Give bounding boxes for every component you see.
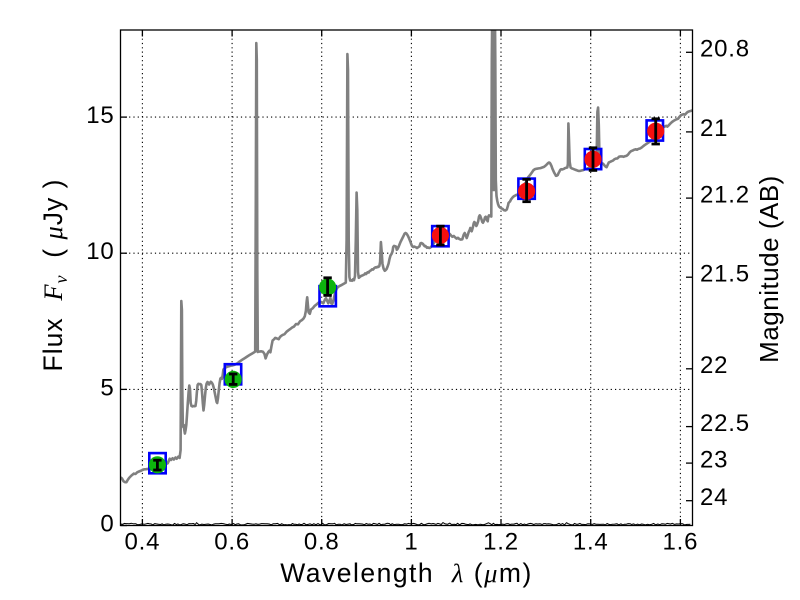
svg-text:0: 0: [100, 511, 114, 538]
svg-text:21.5: 21.5: [700, 261, 750, 288]
svg-text:1.2: 1.2: [483, 529, 519, 556]
svg-text:22.5: 22.5: [700, 410, 750, 437]
svg-text:20.8: 20.8: [700, 36, 750, 63]
svg-text:1.4: 1.4: [573, 529, 609, 556]
svg-text:1.6: 1.6: [663, 529, 699, 556]
svg-text:21: 21: [700, 115, 728, 142]
svg-text:0.8: 0.8: [304, 529, 340, 556]
svg-text:Magnitude (AB): Magnitude (AB): [754, 175, 784, 363]
svg-text:21.2: 21.2: [700, 181, 750, 208]
svg-text:Flux Fν ( μJy ): Flux Fν ( μJy ): [38, 179, 71, 372]
svg-text:Wavelength λ (μm): Wavelength λ (μm): [280, 558, 533, 588]
svg-text:23: 23: [700, 446, 728, 473]
svg-text:15: 15: [86, 102, 114, 129]
svg-text:5: 5: [100, 374, 114, 401]
svg-text:0.6: 0.6: [214, 529, 250, 556]
svg-text:0.4: 0.4: [125, 529, 161, 556]
svg-text:24: 24: [700, 484, 728, 511]
svg-text:22: 22: [700, 352, 728, 379]
svg-text:10: 10: [86, 238, 114, 265]
svg-text:1: 1: [404, 529, 418, 556]
